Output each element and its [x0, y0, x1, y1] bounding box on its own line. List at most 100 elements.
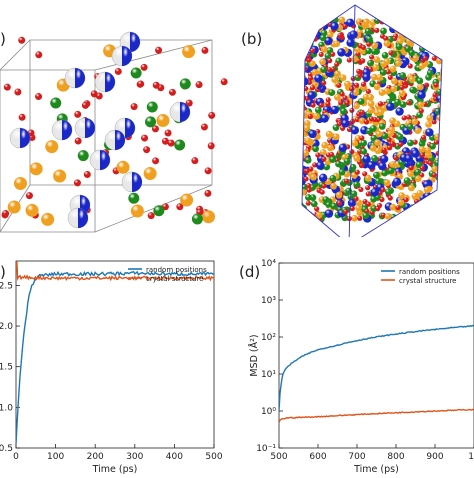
series-line-0	[279, 324, 474, 411]
structure-b	[301, 4, 443, 246]
atom-green	[403, 177, 411, 185]
atom-oxygen	[164, 129, 172, 137]
atom-oxygen	[207, 142, 215, 150]
atom-oxygen	[308, 166, 314, 172]
atom-green	[329, 156, 337, 163]
atom-green	[401, 16, 409, 24]
atom-large-cation	[51, 119, 73, 141]
atom-oxygen	[176, 203, 184, 211]
atom-blue	[318, 173, 328, 182]
atom-blue	[302, 42, 304, 51]
atom-orange	[29, 162, 43, 176]
atom-large-cation	[9, 127, 31, 149]
y-tick-label: 0.5	[0, 444, 13, 454]
atom-oxygen	[2, 209, 10, 217]
y-tick-label: 2.5	[0, 281, 13, 291]
atom-blue	[346, 18, 355, 27]
y-tick-label: 10⁰	[261, 407, 276, 417]
atom-blue	[330, 22, 339, 31]
atom-oxygen	[167, 139, 175, 147]
atom-oxygen	[3, 83, 11, 91]
atom-orange	[439, 70, 442, 78]
atom-oxygen	[312, 162, 318, 168]
atom-green	[399, 72, 407, 79]
atom-green	[427, 205, 435, 213]
atom-oxygen	[401, 115, 407, 121]
atom-green	[396, 133, 404, 141]
x-tick-label: 300	[126, 452, 143, 462]
atom-oxygen	[353, 196, 359, 202]
atom-oxygen	[356, 68, 362, 75]
atom-oxygen	[406, 114, 412, 120]
atom-green	[381, 52, 389, 59]
atom-oxygen	[336, 200, 343, 206]
atom-oxygen	[18, 36, 26, 44]
atom-orange	[367, 100, 375, 108]
atom-orange	[416, 83, 424, 91]
atom-oxygen	[417, 204, 423, 211]
atom-oxygen	[387, 74, 393, 81]
atom-orange	[351, 214, 358, 222]
panel-a-label: )	[0, 30, 6, 48]
atom-oxygen	[343, 209, 349, 215]
atom-oxygen	[83, 171, 91, 179]
atom-oxygen	[302, 43, 303, 49]
atom-orange	[433, 195, 440, 203]
atom-orange	[182, 45, 196, 59]
atom-oxygen	[18, 113, 26, 121]
atom-green	[413, 211, 421, 219]
atom-green	[347, 193, 355, 201]
atom-oxygen	[314, 206, 320, 212]
atom-green	[430, 21, 438, 29]
atom-green	[306, 211, 313, 219]
atom-blue	[316, 161, 325, 170]
atom-orange	[389, 161, 397, 169]
x-tick-label: 900	[426, 452, 443, 462]
atom-orange	[13, 176, 27, 190]
atom-oxygen	[306, 183, 312, 189]
atom-oxygen	[155, 46, 163, 54]
atom-green	[128, 192, 140, 204]
atom-orange	[331, 76, 339, 84]
atom-green	[328, 89, 336, 97]
atom-oxygen	[310, 102, 316, 108]
atom-oxygen	[309, 48, 316, 54]
atom-oxygen	[147, 212, 155, 220]
x-tick-label: 0	[13, 452, 19, 462]
atom-blue	[341, 119, 350, 128]
atom-orange	[320, 46, 328, 53]
atom-green	[429, 36, 437, 44]
atom-orange	[371, 42, 378, 50]
atom-oxygen	[387, 145, 393, 151]
atom-green	[379, 69, 387, 76]
atom-green	[360, 147, 368, 155]
atom-oxygen	[433, 139, 439, 145]
panel-b: (b)	[237, 0, 474, 246]
atom-green	[325, 201, 333, 209]
atom-large-cation	[64, 67, 86, 89]
atom-orange	[384, 212, 392, 220]
atom-green	[302, 24, 307, 32]
atom-orange	[398, 89, 406, 97]
atom-oxygen	[310, 23, 317, 29]
legend-label: crystal structure	[399, 277, 457, 285]
atom-oxygen	[408, 165, 414, 171]
atom-oxygen	[387, 195, 393, 201]
atom-orange	[304, 38, 311, 46]
atom-green	[50, 97, 62, 109]
atom-oxygen	[365, 185, 371, 191]
atom-oxygen	[349, 149, 355, 155]
atom-orange	[302, 149, 310, 157]
atom-orange	[302, 124, 304, 132]
atom-orange	[355, 204, 363, 212]
atom-green	[441, 122, 442, 129]
atom-green	[338, 168, 346, 176]
atom-large-cation	[104, 129, 126, 151]
atom-green	[329, 174, 337, 182]
atom-oxygen	[439, 44, 442, 50]
atom-orange	[423, 186, 431, 194]
atom-blue	[314, 74, 323, 83]
atom-green	[387, 167, 395, 175]
atom-oxygen	[302, 29, 304, 36]
atom-green	[145, 116, 157, 128]
